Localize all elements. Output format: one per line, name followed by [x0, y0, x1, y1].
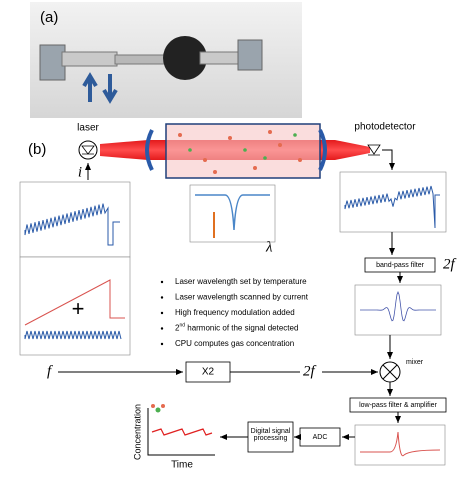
plus-sign: + [72, 296, 85, 321]
dsp-box [247, 421, 294, 453]
laser-label: laser [77, 123, 99, 134]
mirror [145, 129, 154, 171]
x-axis-label: Time [171, 460, 193, 471]
mixer-label: mixer [406, 359, 424, 366]
bullet-text: 2nd harmonic of the signal detected [175, 323, 298, 333]
photodetector-label: photodetector [354, 122, 416, 133]
ramp [24, 279, 125, 326]
current-label: i [78, 164, 82, 180]
signal-panel [19, 181, 131, 258]
axes [147, 408, 215, 456]
photodetector-icon [367, 144, 381, 156]
bullet-list: Laser wavelength set by temperature Laser… [160, 277, 309, 348]
detected-signal [344, 185, 440, 229]
adc-label: ADC [313, 434, 328, 441]
molecules [178, 130, 302, 174]
filter-label: low-pass filter & amplifier [359, 402, 437, 409]
bullet [160, 311, 164, 315]
dsp-label: Digital signal processing [250, 428, 291, 442]
mirror [318, 129, 327, 171]
doubled-frequency: 2f [303, 363, 317, 379]
filter-frequency: 2f [443, 256, 457, 272]
modulation [24, 330, 122, 340]
concentration-trace [151, 428, 213, 436]
bullet [160, 296, 164, 299]
signal-panel [19, 256, 131, 356]
bullet [160, 327, 164, 330]
bullet-text: Laser wavelength scanned by current [175, 293, 309, 302]
modulated-ramp [24, 203, 120, 246]
bullet-text-part: nd [179, 323, 185, 329]
laser-icon [78, 140, 98, 160]
bullet-text-part: 2 [175, 324, 180, 333]
bullet [160, 280, 164, 284]
y-axis-label: Concentration [132, 404, 142, 460]
output-signal [360, 431, 441, 457]
photo [30, 2, 302, 118]
signal-panel [354, 424, 446, 466]
wavelength-label: λ [265, 239, 273, 255]
bullet-text: High frequency modulation added [175, 308, 295, 317]
bullet-text: CPU computes gas concentration [175, 339, 294, 348]
panel-label: (a) [40, 9, 58, 26]
bullet [160, 342, 164, 346]
gas-cell [165, 123, 321, 179]
input-frequency: f [47, 363, 53, 379]
absorption-line [195, 194, 270, 231]
bullet-text: Laser wavelength set by temperature [175, 277, 307, 286]
bullet-text-part: harmonic of the signal detected [185, 324, 298, 333]
filtered-signal [360, 290, 436, 322]
panel-label: (b) [28, 141, 46, 158]
multiplier-label: X2 [202, 367, 215, 378]
filter-label: band-pass filter [376, 262, 425, 269]
